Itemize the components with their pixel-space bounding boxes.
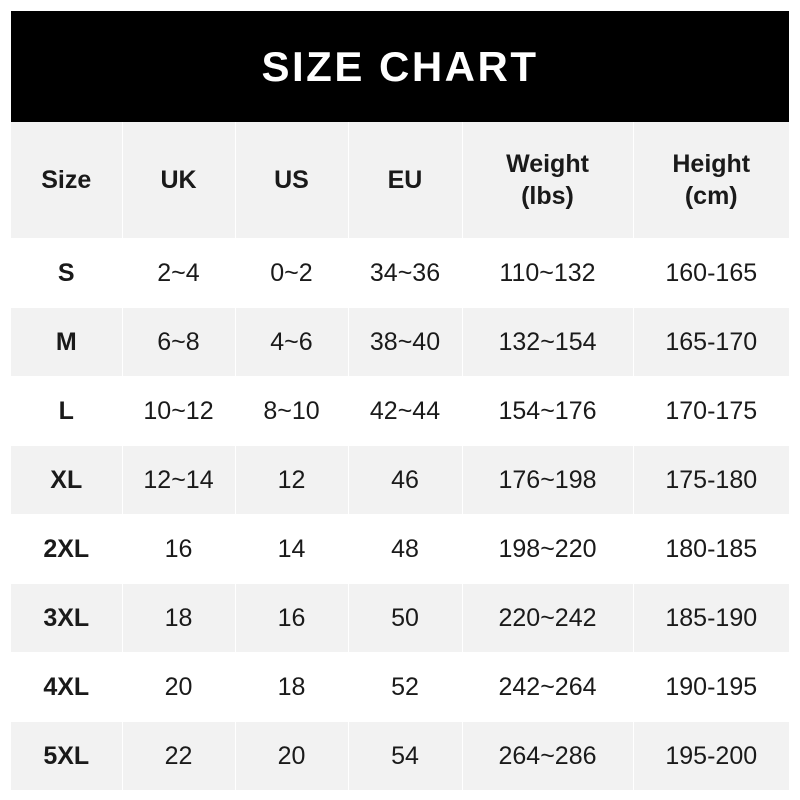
cell-us: 8~10	[235, 376, 349, 446]
page-title: SIZE CHART	[261, 42, 539, 90]
column-header-height: Height (cm)	[633, 122, 789, 239]
cell-eu: 48	[348, 514, 463, 584]
table-row: XL 12~14 12 46 176~198 175-180	[11, 445, 789, 515]
cell-us: 12	[235, 445, 349, 515]
cell-uk: 12~14	[122, 445, 236, 515]
cell-height: 160-165	[633, 238, 789, 308]
cell-height: 190-195	[633, 652, 789, 722]
column-header-label: UK	[160, 166, 197, 194]
column-header-weight: Weight (lbs)	[462, 122, 634, 239]
table-row: 4XL 20 18 52 242~264 190-195	[11, 652, 789, 722]
cell-size: 3XL	[11, 583, 123, 653]
column-header-uk: UK	[122, 122, 236, 239]
cell-eu: 42~44	[348, 376, 463, 446]
cell-uk: 20	[122, 652, 236, 722]
table-body: S 2~4 0~2 34~36 110~132 160-165 M 6~8 4~6 38~40 13…	[11, 238, 789, 791]
cell-weight: 176~198	[462, 445, 634, 515]
table-header: Size UK US EU Weight (lbs) Height (cm)	[11, 122, 789, 239]
column-header-unit: (lbs)	[521, 182, 574, 210]
table-row: L 10~12 8~10 42~44 154~176 170-175	[11, 376, 789, 446]
cell-us: 4~6	[235, 307, 349, 377]
cell-us: 0~2	[235, 238, 349, 308]
cell-us: 20	[235, 721, 349, 791]
table-row: S 2~4 0~2 34~36 110~132 160-165	[11, 238, 789, 308]
cell-uk: 22	[122, 721, 236, 791]
table-row: 3XL 18 16 50 220~242 185-190	[11, 583, 789, 653]
cell-us: 18	[235, 652, 349, 722]
cell-size: L	[11, 376, 123, 446]
column-header-label: Weight	[506, 150, 589, 178]
cell-weight: 264~286	[462, 721, 634, 791]
cell-uk: 16	[122, 514, 236, 584]
cell-size: 4XL	[11, 652, 123, 722]
cell-weight: 242~264	[462, 652, 634, 722]
cell-height: 170-175	[633, 376, 789, 446]
size-chart-table: Size UK US EU Weight (lbs) Height (cm) S 2~4 0~2 3…	[11, 122, 789, 791]
cell-height: 180-185	[633, 514, 789, 584]
cell-uk: 18	[122, 583, 236, 653]
title-banner: SIZE CHART	[11, 11, 789, 122]
column-header-unit: (cm)	[684, 182, 738, 210]
column-header-label: Height	[672, 150, 751, 178]
cell-size: 5XL	[11, 721, 123, 791]
cell-weight: 110~132	[462, 238, 634, 308]
column-header-label: Size	[41, 166, 92, 194]
cell-weight: 154~176	[462, 376, 634, 446]
cell-eu: 54	[348, 721, 463, 791]
column-header-label: US	[274, 166, 309, 194]
cell-height: 165-170	[633, 307, 789, 377]
table-row: M 6~8 4~6 38~40 132~154 165-170	[11, 307, 789, 377]
cell-uk: 10~12	[122, 376, 236, 446]
table-row: 2XL 16 14 48 198~220 180-185	[11, 514, 789, 584]
cell-height: 185-190	[633, 583, 789, 653]
cell-weight: 220~242	[462, 583, 634, 653]
cell-weight: 132~154	[462, 307, 634, 377]
cell-size: 2XL	[11, 514, 123, 584]
cell-eu: 50	[348, 583, 463, 653]
column-header-eu: EU	[348, 122, 463, 239]
table-row: 5XL 22 20 54 264~286 195-200	[11, 721, 789, 791]
cell-uk: 2~4	[122, 238, 236, 308]
column-header-size: Size	[11, 122, 123, 239]
table-header-row: Size UK US EU Weight (lbs) Height (cm)	[11, 122, 789, 239]
cell-us: 16	[235, 583, 349, 653]
cell-eu: 52	[348, 652, 463, 722]
cell-uk: 6~8	[122, 307, 236, 377]
cell-us: 14	[235, 514, 349, 584]
cell-height: 175-180	[633, 445, 789, 515]
cell-size: M	[11, 307, 123, 377]
cell-weight: 198~220	[462, 514, 634, 584]
column-header-label: EU	[387, 166, 423, 194]
cell-eu: 38~40	[348, 307, 463, 377]
cell-height: 195-200	[633, 721, 789, 791]
column-header-us: US	[235, 122, 349, 239]
cell-size: S	[11, 238, 123, 308]
cell-size: XL	[11, 445, 123, 515]
cell-eu: 46	[348, 445, 463, 515]
cell-eu: 34~36	[348, 238, 463, 308]
